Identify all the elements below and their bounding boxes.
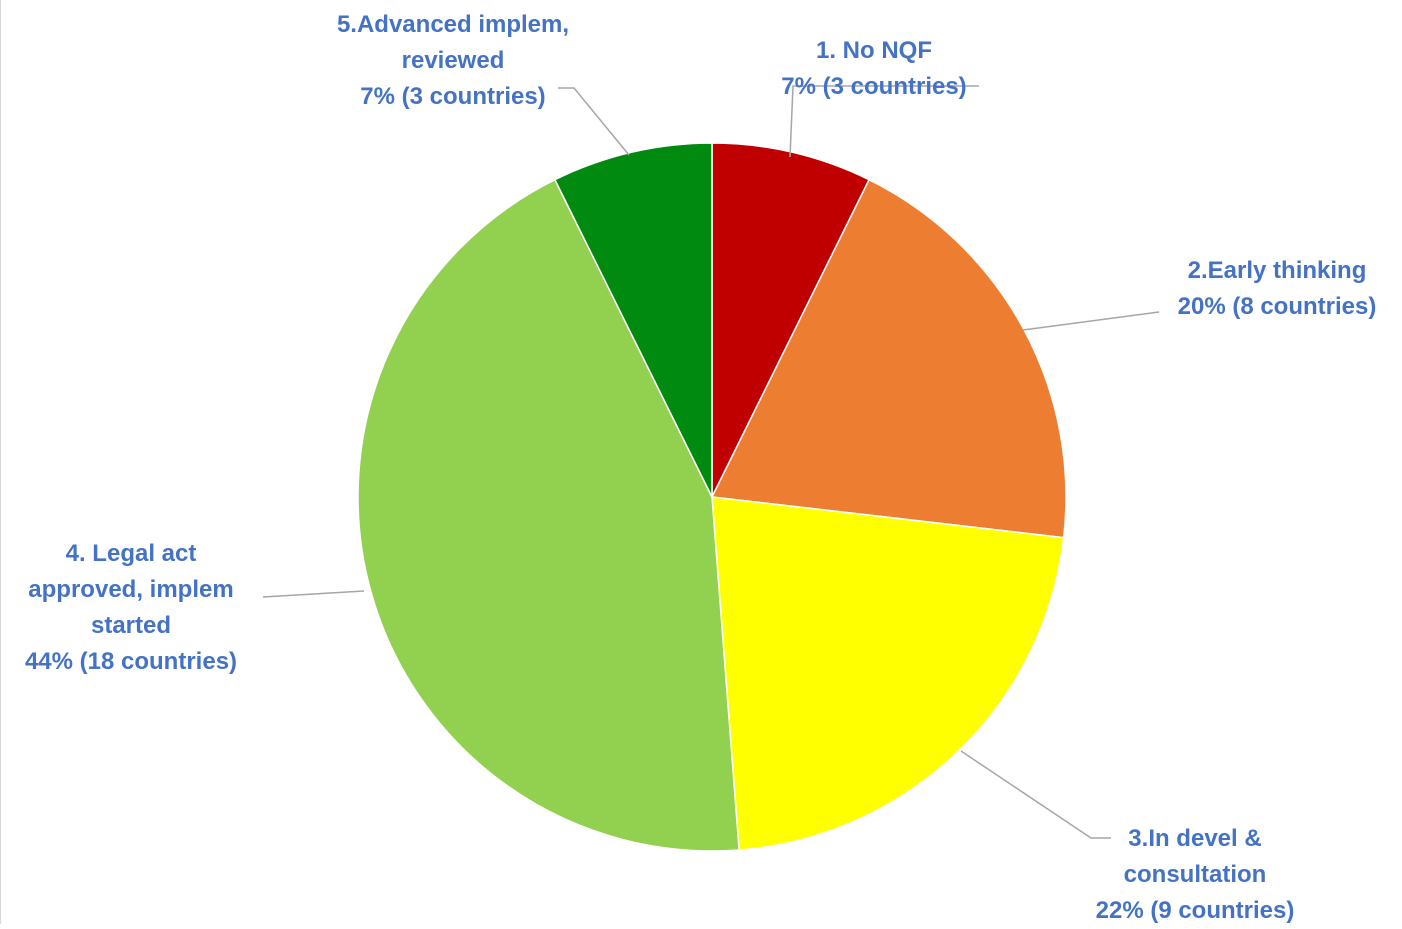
data-labels-layer: 1. No NQF 7% (3 countries) 2.Early thinkin…	[25, 11, 1376, 924]
data-label-3-line-1: 3.In devel &	[1128, 825, 1261, 852]
data-label-4-line-1: 4. Legal act	[66, 540, 197, 567]
data-label-4-line-3: started	[91, 612, 171, 639]
pie-slice-5	[553, 142, 713, 498]
data-label-4: 4. Legal act approved, implem started 44% (…	[25, 540, 237, 675]
leader-line-3	[960, 750, 1111, 839]
data-label-1: 1. No NQF 7% (3 countries)	[781, 37, 966, 100]
leader-line-5	[558, 87, 630, 156]
data-label-3-line-2: consultation	[1124, 861, 1267, 888]
data-label-3-line-3: 22% (9 countries)	[1096, 897, 1295, 924]
pie-slice-4	[357, 178, 740, 852]
leader-lines-layer	[262, 85, 1160, 839]
data-label-1-line-1: 1. No NQF	[816, 37, 932, 64]
data-label-5-line-2: reviewed	[402, 47, 505, 74]
slices-layer	[357, 142, 1067, 852]
data-label-3: 3.In devel & consultation 22% (9 countries…	[1096, 825, 1295, 924]
data-label-5-line-1: 5.Advanced implem,	[337, 11, 569, 38]
leader-line-2	[1022, 311, 1160, 331]
data-label-5: 5.Advanced implem, reviewed 7% (3 countrie…	[337, 11, 569, 110]
leader-line-1	[789, 85, 979, 158]
pie-slice-1	[711, 142, 871, 498]
data-label-4-line-4: 44% (18 countries)	[25, 648, 237, 675]
data-label-5-line-3: 7% (3 countries)	[360, 83, 545, 110]
data-label-2-line-1: 2.Early thinking	[1188, 257, 1367, 284]
leader-line-4	[262, 590, 365, 598]
pie-slice-2	[710, 178, 1067, 539]
data-label-1-line-2: 7% (3 countries)	[781, 73, 966, 100]
data-label-2: 2.Early thinking 20% (8 countries)	[1178, 257, 1377, 320]
data-label-4-line-2: approved, implem	[28, 576, 233, 603]
pie-slice-3	[711, 496, 1065, 851]
data-label-2-line-2: 20% (8 countries)	[1178, 293, 1377, 320]
